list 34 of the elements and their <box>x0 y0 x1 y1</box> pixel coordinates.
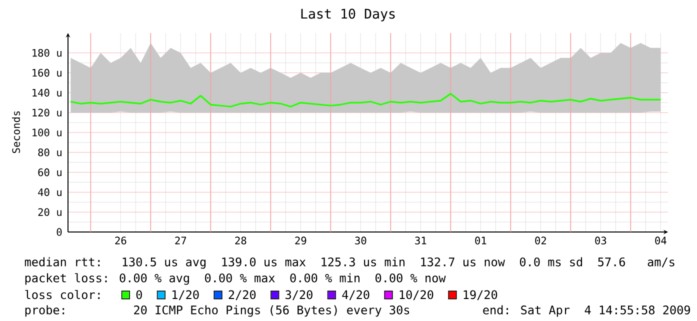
x-tick-label: 29 <box>295 236 306 244</box>
y-tick-label: 180 u <box>32 49 62 57</box>
x-tick-label: 31 <box>415 236 426 244</box>
y-tick-label: 80 u <box>38 148 62 156</box>
y-tick-label: 140 u <box>32 88 62 97</box>
legend-label: 1/20 <box>172 290 199 300</box>
x-tick-label: 03 <box>595 236 606 244</box>
x-tick-label: 26 <box>115 236 126 244</box>
chart-title: Last 10 Days <box>301 8 395 22</box>
y-tick-label: 60 u <box>38 168 62 176</box>
legend-label: 19/20 <box>464 290 498 300</box>
text: packet loss: 0.00 % avg 0.00 % max 0.00 % min 0.00 % now <box>25 273 446 285</box>
text: end: Sat Apr 4 14:55:58 2009 <box>483 305 690 317</box>
y-tick-label: 100 u <box>32 128 62 136</box>
legend-label: 0 <box>136 290 142 300</box>
legend-label: 10/20 <box>400 290 434 300</box>
x-tick-label: 30 <box>355 236 366 244</box>
legend-label: 2/20 <box>228 290 256 300</box>
legend-title: loss color: <box>25 290 100 300</box>
text: probe: 20 ICMP Echo Pings (56 Bytes) every 30s <box>25 305 410 317</box>
x-tick-label: 28 <box>235 236 246 244</box>
y-tick-label: 0 <box>56 228 62 236</box>
y-tick-label: 20 u <box>38 208 62 216</box>
text: median rtt: 130.5 us avg 139.0 us max 125.3 us min 132.7 us now 0.0 ms sd 57.6 am/s <box>24 257 674 269</box>
x-tick-label: 02 <box>535 236 546 244</box>
x-tick-label: 01 <box>475 236 486 244</box>
y-tick-label: 40 u <box>38 188 62 196</box>
legend-label: 4/20 <box>342 290 370 300</box>
y-tick-label: 160 u <box>32 68 62 77</box>
x-tick-label: 04 <box>655 236 666 244</box>
legend-label: 3/20 <box>286 290 312 300</box>
y-tick-label: 120 u <box>32 108 62 116</box>
x-tick-label: 27 <box>175 236 186 244</box>
y-axis-title: Seconds <box>12 111 20 154</box>
